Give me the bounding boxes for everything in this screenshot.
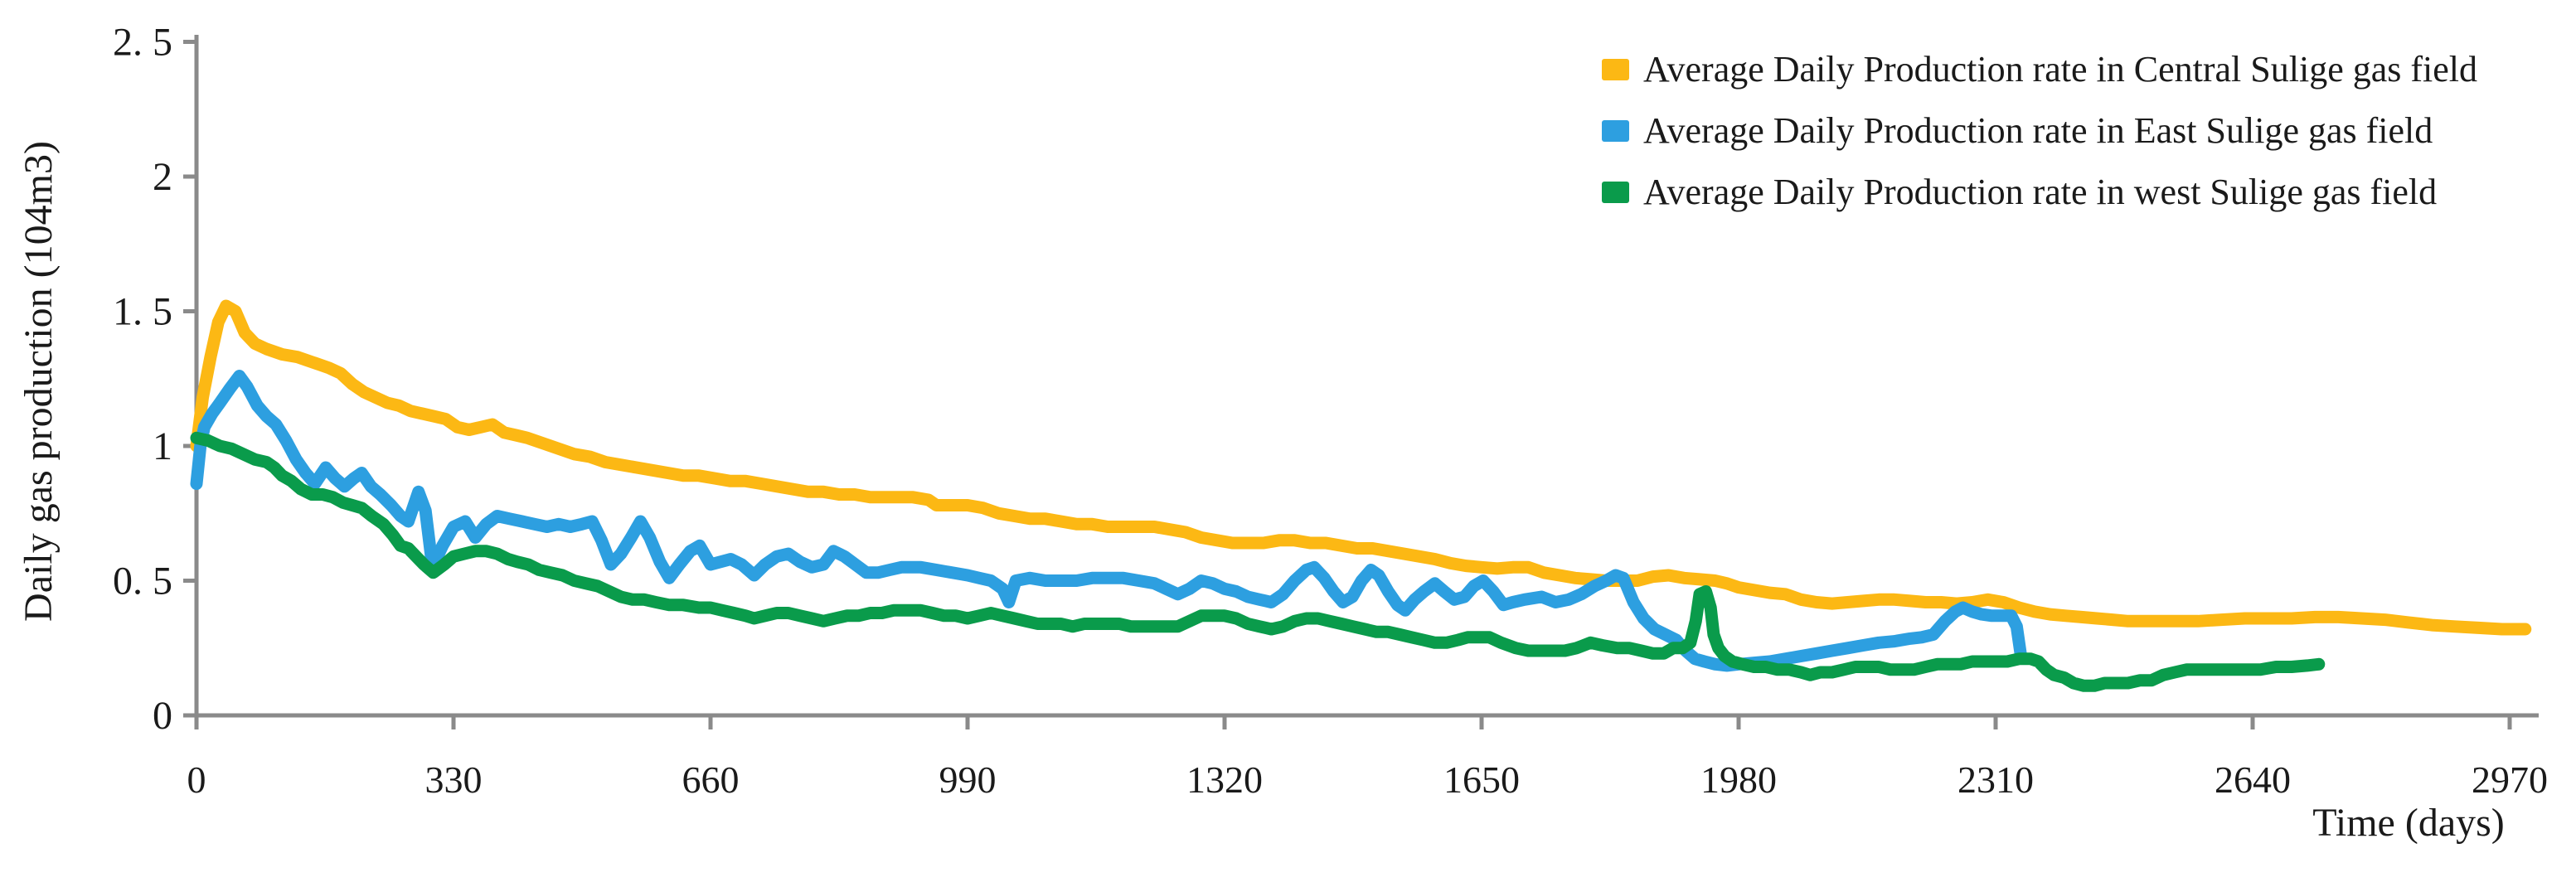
y-axis-title: Daily gas production (104m3) [17,141,61,622]
legend-swatch-central-icon [1602,58,1629,80]
x-tick-label: 2970 [2472,758,2548,801]
legend-label-central: Average Daily Production rate in Central… [1643,48,2478,90]
x-tick-label: 0 [187,758,206,801]
x-tick-label: 2310 [1957,758,2034,801]
legend-item-east: Average Daily Production rate in East Su… [1602,109,2477,152]
series-east-line [190,370,2027,672]
x-axis-title: Time (days) [2312,801,2505,845]
legend-label-west: Average Daily Production rate in west Su… [1643,171,2438,212]
y-tick-label: 2. 5 [113,21,172,65]
legend-swatch-west-icon [1602,181,1629,203]
y-tick-label: 2 [153,155,172,199]
y-tick-label: 0. 5 [113,560,172,603]
series-west-line [190,431,2326,692]
x-tick-label: 330 [425,758,483,801]
y-tick-label: 0 [153,694,172,738]
x-tick-label: 990 [939,758,997,801]
x-tick-label: 1320 [1186,758,1263,801]
x-tick-label: 1980 [1700,758,1777,801]
legend-item-central: Average Daily Production rate in Central… [1602,48,2477,90]
legend-item-west: Average Daily Production rate in west Su… [1602,171,2477,213]
y-tick-label: 1 [153,424,172,468]
series-central-line [190,299,2532,636]
legend-label-east: Average Daily Production rate in East Su… [1643,109,2433,151]
chart-legend: Average Daily Production rate in Central… [1602,48,2477,213]
y-tick-label: 1. 5 [113,290,172,334]
x-tick-label: 1650 [1443,758,1520,801]
x-tick-label: 2640 [2215,758,2291,801]
x-tick-label: 660 [682,758,740,801]
legend-swatch-east-icon [1602,119,1629,142]
